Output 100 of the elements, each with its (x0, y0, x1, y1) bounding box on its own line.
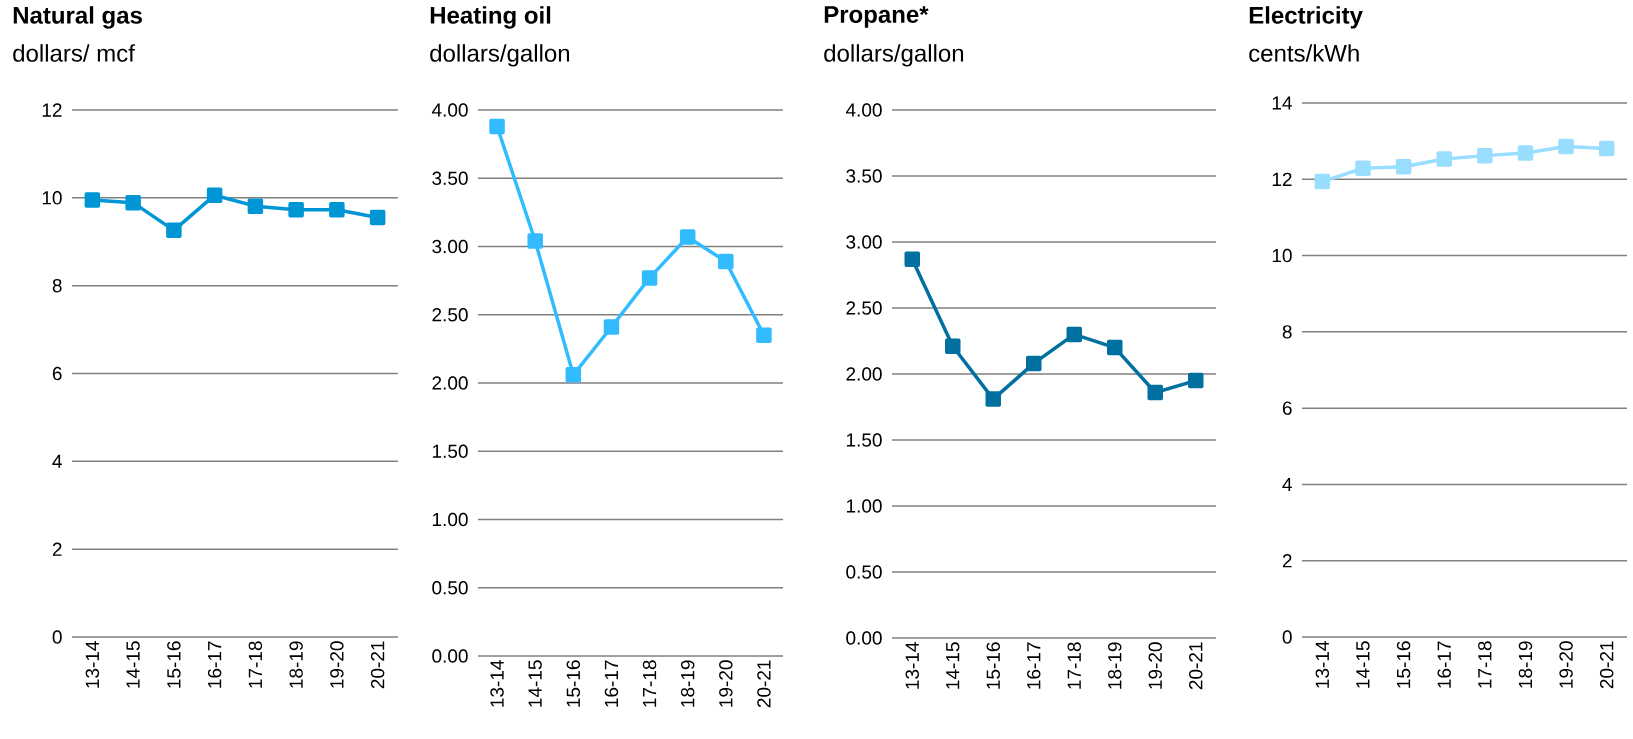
y-tick-label: 0.00 (432, 649, 468, 663)
y-tick-label: 6 (1282, 401, 1292, 415)
point (1188, 372, 1204, 389)
chart-subtitle: dollars/ mcf (13, 44, 135, 62)
y-tick-label: 2 (1282, 554, 1292, 568)
point (1026, 355, 1042, 372)
x-tick-label: 17-18 (1478, 641, 1492, 688)
point (756, 327, 772, 343)
x-tick-label: 15-16 (1396, 641, 1411, 688)
point (985, 391, 1002, 407)
x-tick-label: 15-16 (986, 642, 1000, 689)
x-tick-label: 19-20 (1148, 642, 1162, 689)
y-tick-label: 2.50 (432, 308, 468, 322)
y-tick-label: 1.00 (846, 499, 882, 513)
x-tick-label: 13-14 (490, 660, 504, 707)
point (489, 118, 505, 135)
x-tick-label: 13-14 (905, 642, 919, 689)
y-tick-label: 10 (42, 191, 62, 205)
x-tick-label: 18-19 (1518, 641, 1533, 688)
y-tick-label: 0 (1282, 630, 1292, 644)
point (166, 222, 182, 239)
x-tick-label: 16-17 (1027, 642, 1041, 689)
chart-title: Heating oil (430, 6, 551, 29)
point (641, 270, 658, 286)
point (369, 209, 386, 226)
y-tick-label: 14 (1272, 96, 1292, 110)
x-tick-label: 19-20 (330, 641, 344, 688)
y-tick-label: 8 (52, 278, 62, 293)
x-tick-label: 15-16 (167, 641, 181, 688)
x-tick-label: 20-21 (1599, 641, 1614, 689)
y-tick-label: 4.00 (431, 103, 468, 117)
y-tick-label: 1.50 (846, 433, 882, 447)
x-tick-label: 14-15 (528, 660, 542, 707)
point (679, 229, 696, 245)
point (904, 251, 921, 267)
point (603, 319, 620, 335)
chart-title: Propane* (824, 6, 929, 28)
x-tick-label: 20-21 (1189, 642, 1203, 690)
x-tick-label: 20-21 (370, 641, 385, 689)
point (1395, 158, 1412, 175)
point (527, 233, 543, 249)
chart-subtitle: cents/kWh (1249, 44, 1359, 62)
y-tick-label: 4 (52, 454, 62, 468)
x-tick-label: 17-18 (642, 660, 657, 707)
y-tick-label: 3.50 (846, 169, 882, 183)
x-tick-label: 18-19 (1108, 642, 1122, 689)
point (329, 201, 345, 218)
y-tick-label: 1.00 (432, 512, 468, 527)
point (1436, 151, 1452, 167)
x-tick-label: 17-18 (248, 641, 263, 688)
x-tick-label: 14-15 (1356, 641, 1370, 688)
y-tick-label: 10 (1272, 248, 1292, 263)
y-tick-label: 0.50 (846, 565, 882, 579)
point (84, 192, 101, 208)
x-tick-label: 20-21 (757, 660, 771, 708)
y-tick-label: 6 (52, 366, 62, 381)
point (1598, 140, 1615, 157)
x-tick-label: 18-19 (289, 641, 303, 688)
x-tick-label: 16-17 (604, 660, 619, 707)
x-tick-label: 13-14 (1315, 641, 1330, 688)
x-tick-label: 13-14 (85, 641, 100, 688)
x-tick-label: 15-16 (566, 660, 581, 707)
point (247, 198, 264, 214)
y-tick-label: 8 (1282, 325, 1292, 339)
point (125, 194, 141, 211)
y-tick-label: 2.00 (846, 367, 882, 381)
chart-subtitle: dollars/gallon (430, 44, 570, 67)
point (1477, 147, 1493, 164)
point (1314, 173, 1331, 190)
x-tick-label: 14-15 (946, 642, 960, 689)
x-tick-label: 14-15 (126, 641, 140, 688)
point (1558, 138, 1574, 155)
y-tick-label: 4.00 (845, 103, 882, 117)
x-tick-label: 17-18 (1067, 642, 1081, 689)
y-tick-label: 0.50 (432, 581, 468, 595)
y-tick-label: 3.00 (846, 235, 882, 249)
point (1107, 339, 1123, 356)
point (1355, 160, 1371, 176)
point (1066, 326, 1083, 343)
chart-title: Electricity (1249, 6, 1363, 29)
y-tick-label: 12 (42, 103, 62, 117)
y-tick-label: 0 (52, 630, 62, 644)
chart-title: Natural gas (13, 6, 142, 29)
point (1517, 145, 1534, 161)
x-tick-label: 18-19 (680, 660, 695, 707)
point (288, 201, 304, 218)
point (565, 367, 582, 383)
point (718, 253, 734, 270)
y-tick-label: 2.00 (432, 376, 468, 390)
y-tick-label: 2.50 (846, 301, 882, 315)
y-tick-label: 1.50 (432, 444, 468, 458)
y-tick-label: 3.00 (432, 239, 468, 254)
y-tick-label: 12 (1272, 172, 1292, 186)
x-tick-label: 16-17 (207, 641, 222, 688)
y-tick-label: 0.00 (846, 631, 882, 645)
x-tick-label: 19-20 (719, 660, 733, 707)
point (1147, 384, 1164, 401)
point (206, 187, 223, 203)
y-tick-label: 2 (52, 542, 62, 556)
x-tick-label: 16-17 (1437, 641, 1451, 688)
